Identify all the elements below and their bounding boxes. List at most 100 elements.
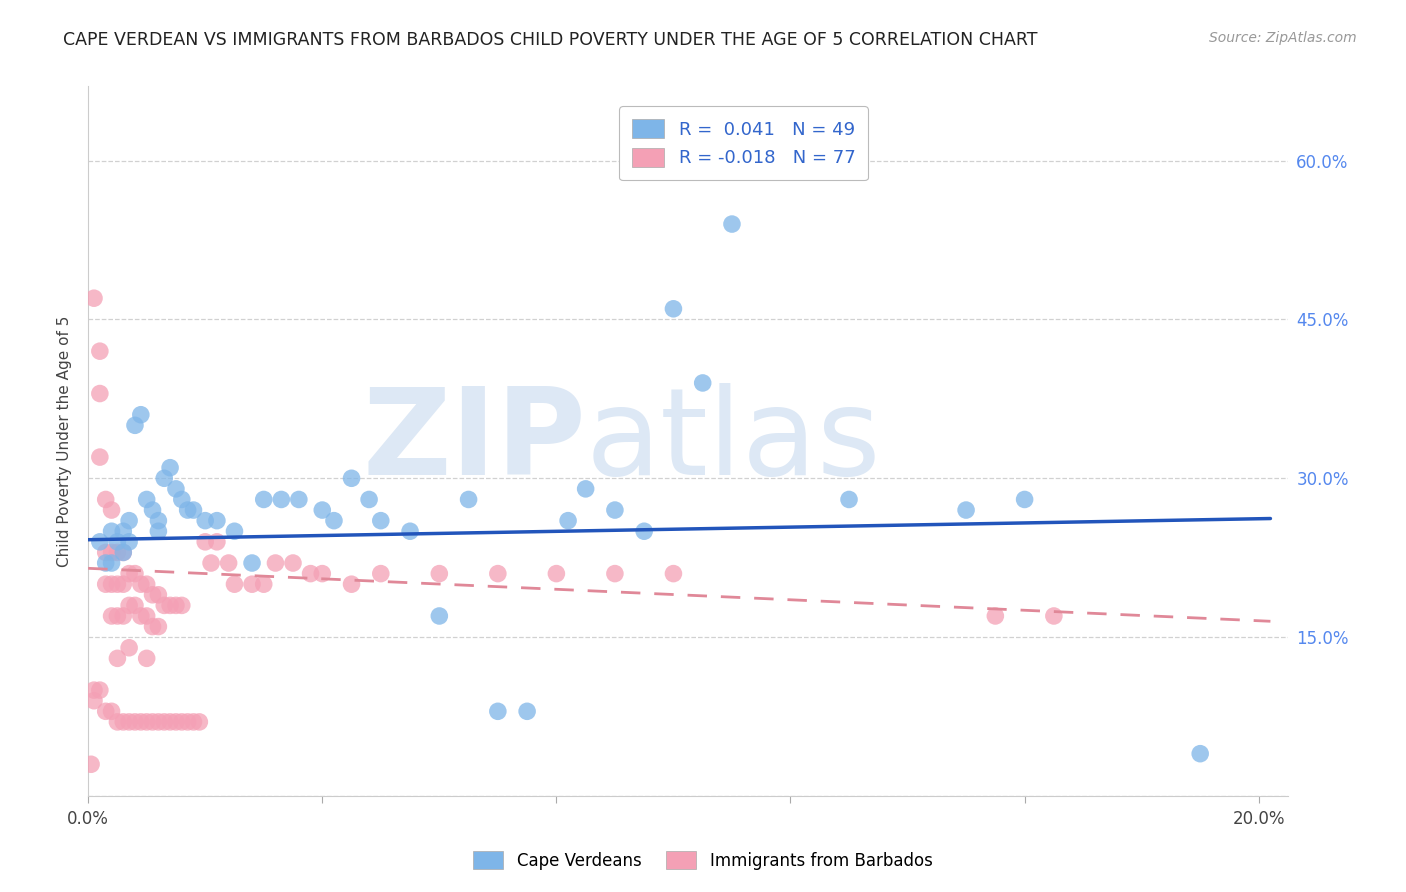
Point (148, 714, 170, 729)
Point (205, 534, 228, 549)
Point (141, 619, 163, 633)
Point (311, 503, 333, 517)
Point (159, 714, 181, 729)
Point (124, 714, 146, 729)
Point (603, 566, 626, 581)
Point (135, 714, 157, 729)
Point (135, 609, 157, 624)
Point (135, 577, 157, 591)
Point (118, 599, 141, 613)
Point (107, 609, 129, 624)
Point (264, 556, 287, 570)
Point (721, 217, 744, 231)
Point (100, 556, 122, 570)
Point (89, 450, 111, 464)
Point (224, 524, 246, 539)
Point (370, 566, 392, 581)
Point (80, 757, 103, 772)
Point (984, 609, 1007, 624)
Point (94, 577, 117, 591)
Point (100, 503, 122, 517)
Point (311, 566, 333, 581)
Point (170, 599, 193, 613)
Legend: Cape Verdeans, Immigrants from Barbados: Cape Verdeans, Immigrants from Barbados (467, 845, 939, 877)
Point (633, 524, 655, 539)
Point (662, 301, 685, 316)
Point (141, 588, 163, 602)
Point (118, 714, 141, 729)
Point (118, 534, 141, 549)
Point (118, 514, 141, 528)
Point (575, 482, 598, 496)
Point (153, 714, 176, 729)
Point (205, 514, 228, 528)
Point (288, 492, 311, 507)
Point (370, 514, 392, 528)
Point (100, 545, 122, 559)
Point (107, 534, 129, 549)
Point (200, 556, 222, 570)
Point (1043, 609, 1066, 624)
Point (188, 714, 211, 729)
Point (240, 577, 263, 591)
Legend: R =  0.041   N = 49, R = -0.018   N = 77: R = 0.041 N = 49, R = -0.018 N = 77 (619, 106, 868, 180)
Point (141, 714, 163, 729)
Point (165, 599, 187, 613)
Point (112, 545, 135, 559)
Point (486, 566, 509, 581)
Point (955, 503, 977, 517)
Point (1014, 492, 1036, 507)
Point (129, 609, 152, 624)
Point (270, 492, 292, 507)
Point (124, 418, 146, 433)
Point (281, 556, 304, 570)
Point (253, 492, 276, 507)
Point (94, 704, 117, 718)
Point (112, 545, 135, 559)
Point (135, 492, 157, 507)
Point (170, 492, 193, 507)
Point (183, 714, 205, 729)
Point (148, 524, 170, 539)
Point (240, 556, 263, 570)
Point (89, 386, 111, 401)
Point (89, 344, 111, 359)
Point (107, 545, 129, 559)
Point (153, 471, 176, 485)
Point (100, 609, 122, 624)
Point (124, 566, 146, 581)
Point (148, 514, 170, 528)
Point (118, 640, 141, 655)
Point (94, 556, 117, 570)
Point (170, 714, 193, 729)
Point (427, 609, 450, 624)
Point (83, 291, 105, 305)
Point (603, 503, 626, 517)
Point (176, 503, 198, 517)
Point (340, 577, 363, 591)
Point (83, 694, 105, 708)
Point (359, 492, 381, 507)
Point (89, 683, 111, 698)
Y-axis label: Child Poverty Under the Age of 5: Child Poverty Under the Age of 5 (58, 316, 72, 567)
Point (159, 599, 181, 613)
Point (141, 503, 163, 517)
Point (194, 534, 217, 549)
Point (94, 492, 117, 507)
Point (129, 714, 152, 729)
Point (838, 492, 860, 507)
Text: ZIP: ZIP (363, 383, 586, 500)
Point (100, 577, 122, 591)
Point (107, 577, 129, 591)
Point (224, 577, 246, 591)
Point (107, 714, 129, 729)
Text: Source: ZipAtlas.com: Source: ZipAtlas.com (1209, 31, 1357, 45)
Point (107, 651, 129, 665)
Point (112, 524, 135, 539)
Point (129, 408, 152, 422)
Text: CAPE VERDEAN VS IMMIGRANTS FROM BARBADOS CHILD POVERTY UNDER THE AGE OF 5 CORREL: CAPE VERDEAN VS IMMIGRANTS FROM BARBADOS… (63, 31, 1038, 49)
Point (89, 534, 111, 549)
Point (427, 566, 450, 581)
Point (100, 704, 122, 718)
Point (253, 577, 276, 591)
